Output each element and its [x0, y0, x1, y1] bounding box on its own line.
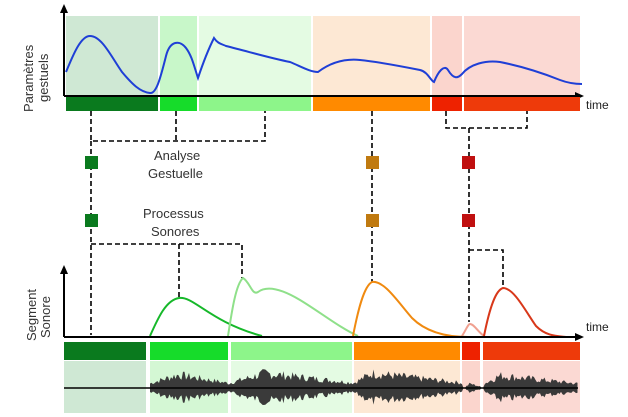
- bottom-x-axis-arrow-icon: [575, 333, 584, 341]
- red-process-connector: [469, 249, 504, 286]
- bottom-x-axis-label: time: [586, 320, 609, 334]
- analysis-label-line2: Gestuelle: [148, 166, 203, 181]
- process-label-line2: Sonores: [151, 224, 200, 239]
- sound-curve-3: [352, 280, 469, 338]
- process-marker-green: [85, 214, 98, 227]
- top-y-axis-label-line1: Paramètres: [21, 44, 36, 112]
- red-gather-connector: [445, 111, 528, 129]
- bottom-bar-segment-1: [64, 342, 146, 360]
- sound-envelope-curves: [149, 276, 567, 338]
- waveform-shape: [150, 369, 578, 405]
- bottom-bar-segment-2: [150, 342, 228, 360]
- bottom-segment-bars: [64, 342, 580, 360]
- analysis-marker-green: [85, 156, 98, 169]
- process-label-line1: Processus: [143, 206, 204, 221]
- top-y-axis-arrow-icon: [60, 4, 68, 13]
- top-bar-segment-6: [464, 97, 580, 111]
- bottom-y-axis-label-line1: Segment: [24, 289, 39, 341]
- top-bg-segment-4: [313, 16, 430, 96]
- process-marker-orange: [366, 214, 379, 227]
- top-bar-segment-3: [199, 97, 311, 111]
- bottom-bar-segment-5: [462, 342, 480, 360]
- analysis-label-line1: Analyse: [154, 148, 200, 163]
- sound-curve-1: [149, 296, 263, 337]
- top-y-axis-label-line2: gestuels: [36, 53, 51, 102]
- sound-curve-5: [483, 286, 567, 338]
- gesture-parameter-curve: [65, 34, 583, 94]
- bottom-bar-segment-4: [354, 342, 460, 360]
- top-bar-segment-5: [432, 97, 462, 111]
- top-bg-segment-5: [432, 16, 462, 96]
- analysis-marker-red: [462, 156, 475, 169]
- green-gather-connector: [90, 111, 266, 142]
- top-bar-segment-2: [160, 97, 197, 111]
- top-segment-backgrounds: [66, 16, 580, 96]
- top-segment-bars: [66, 97, 580, 111]
- process-markers: [85, 214, 475, 227]
- audio-waveform: [150, 369, 578, 405]
- top-bg-segment-3: [199, 16, 311, 96]
- analysis-marker-orange: [366, 156, 379, 169]
- top-bg-segment-6: [464, 16, 580, 96]
- top-bar-segment-1: [66, 97, 158, 111]
- bottom-y-axis-label-line2: Sonore: [38, 296, 53, 338]
- connector-lines: [90, 111, 528, 335]
- process-horizontal-connector: [91, 243, 243, 278]
- bottom-bar-segment-6: [483, 342, 580, 360]
- sound-curve-2: [227, 276, 359, 337]
- process-marker-red: [462, 214, 475, 227]
- analysis-markers: [85, 156, 475, 169]
- bottom-y-axis-arrow-icon: [60, 265, 68, 274]
- bottom-bar-segment-3: [231, 342, 352, 360]
- wave-bg-segment-1: [64, 361, 146, 413]
- sound-curve-4: [461, 322, 485, 337]
- top-x-axis-label: time: [586, 98, 609, 112]
- top-bar-segment-4: [313, 97, 430, 111]
